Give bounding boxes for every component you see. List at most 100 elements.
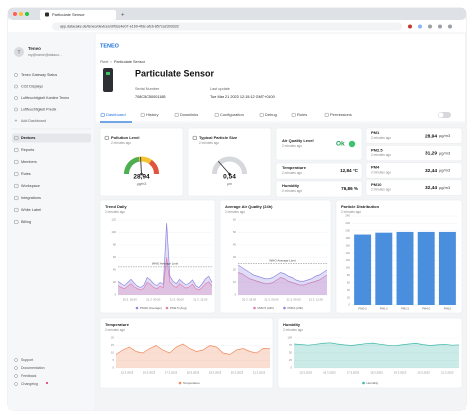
x-tick-label: 15.3.2023 [121,371,134,375]
y-tick-label: 20 [111,336,115,340]
x-tick-label: 19.3.2023 [394,371,407,375]
area [238,265,327,295]
tab[interactable]: Rules [297,112,307,117]
tab-icon [291,112,296,117]
x-tick-label: 20.3.2023 [417,371,430,375]
tab-icon [100,112,105,117]
tab[interactable]: Debug [265,112,277,117]
status-value: Ok [336,141,345,148]
nav-active [12,133,91,143]
line [117,223,213,288]
x-tick-label: 16.3.2023 [323,371,336,375]
y-tick-label: 15 [111,343,115,347]
x-tick-label: 21.3. 00:00 [264,298,278,302]
widget-time: 2 minutes ago [371,170,391,174]
card [365,145,463,162]
dashboard-link[interactable]: CO2 Displays [21,84,43,88]
nav-link[interactable]: White Label [21,208,41,212]
card [99,127,184,197]
y-tick-label: 60 [347,280,351,284]
card [275,127,363,161]
window-button[interactable] [25,12,29,16]
nav-icon [14,135,19,141]
bar [354,234,372,305]
y-tick-label: 0 [234,293,236,297]
nav-link[interactable]: Devices [21,136,35,140]
toolbar-icon[interactable] [438,24,442,29]
dashboard-link[interactable]: Luftfeuchtigkeit Kantine Teneo [21,96,69,100]
x-tick-label: 16.3.2023 [143,371,156,375]
tab[interactable]: Dashboard [106,112,126,117]
breadcrumb[interactable]: Fleet [100,60,109,64]
line [237,272,328,286]
nav-link[interactable]: Workspace [21,184,40,188]
toolbar-icon[interactable] [448,24,452,29]
footer-link[interactable]: Feedback [21,374,37,378]
humidity-value: 76,86 % [341,186,358,191]
y-tick-label: 100 [111,230,116,234]
legend-label[interactable]: Temperature [183,381,200,385]
widget-title: Particle Distribution [341,204,380,209]
x-tick-label: 21.3. 12:00 [193,298,207,302]
y-tick-label: 120 [111,218,116,222]
y-tick-label: 5 [112,358,114,362]
x-tick-label: 17.3.2023 [165,371,178,375]
toolbar-icon[interactable] [418,24,422,29]
y-tick-label: 20 [347,295,351,299]
legend-label[interactable]: PM10 (24h) [288,306,304,310]
nav-icon [14,96,18,100]
pm-unit: µg/m3 [439,150,451,155]
legend-label[interactable]: PM2.5 (24h) [258,306,275,310]
new-tab[interactable]: + [121,13,125,19]
bar [375,232,393,305]
tab-icon [259,112,264,117]
nav-icon [14,171,19,177]
nav-link[interactable]: Integrations [21,196,41,200]
card [365,127,463,144]
nav-link[interactable]: Billing [21,220,31,224]
x-tick-label: 21.3. 00:00 [146,298,160,302]
field-label: Serial Number [135,87,160,91]
tab[interactable]: Configuration [220,112,244,117]
tab[interactable]: Permissions [330,112,352,117]
widget-title: Humidity [282,183,300,188]
gauge-needle [217,160,230,175]
bar [396,231,414,305]
y-tick-label: 0 [114,293,116,297]
y-tick-label: 50 [289,351,293,355]
tab[interactable]: History [146,112,158,117]
nav-link[interactable]: Members [21,160,37,164]
tab[interactable]: Downlinks [180,112,198,117]
dashboard-link[interactable]: Teneo Gateway Status [21,73,57,77]
widget-title: Pollution Level [111,135,139,140]
legend-label[interactable]: PM2.5 (Avg) [170,306,187,310]
nav-icon [14,107,18,112]
y-tick-label: 120 [345,258,350,262]
dashboard-link[interactable]: Luftfeuchtigkeit Predix [21,107,57,111]
widget-time: 2 minutes ago [199,141,219,145]
add-dashboard[interactable]: Add Dashboard [21,119,46,123]
y-tick-label: 240 [345,214,350,218]
footer-link[interactable]: Documentation [21,366,45,370]
legend-label[interactable]: Humidity [367,381,379,385]
toolbar-icon[interactable] [428,24,432,29]
status-indicator [348,140,356,148]
window-button[interactable] [13,12,17,16]
x-tick-label: 21.3. 12:00 [309,298,323,302]
temperature-value: 12,84 °C [340,168,359,173]
toolbar-icon[interactable] [408,24,412,29]
url[interactable]: app.datacake.de/teneo/devices/d/f3ce4e07… [60,25,179,29]
nav-link[interactable]: Reports [21,148,34,152]
footer-link[interactable]: Support [21,358,33,362]
nav-link[interactable]: Rules [21,172,31,176]
widget-time: 2 minutes ago [341,210,361,214]
url-bar [52,22,402,31]
y-tick-label: 200 [345,229,350,233]
tab-title[interactable]: Particulate Sensor [52,12,85,17]
window-button[interactable] [19,12,23,16]
footer-link[interactable]: Changelog [21,382,38,386]
legend-label[interactable]: PM10 (Average) [140,306,162,310]
toggle-knob[interactable] [438,112,444,118]
widget-time: 2 minutes ago [283,328,303,332]
